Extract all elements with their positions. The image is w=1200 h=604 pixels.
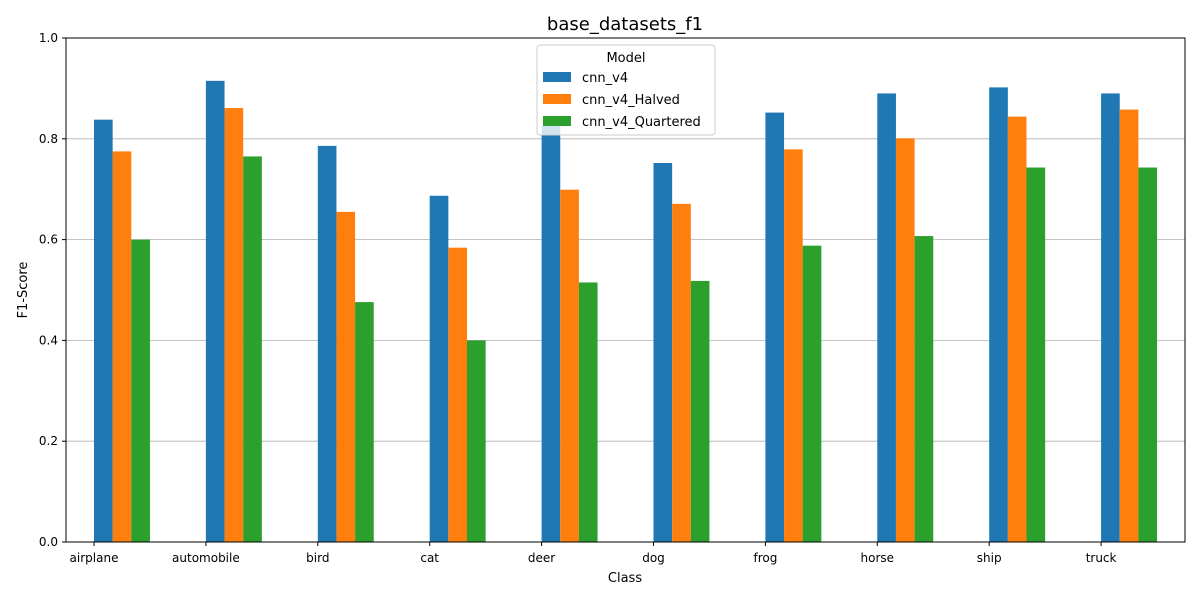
bar-cnn_v4_Quartered-deer bbox=[578, 282, 598, 542]
bars bbox=[94, 80, 1158, 543]
x-tick-label: automobile bbox=[172, 551, 240, 565]
bar-cnn_v4_Quartered-bird bbox=[355, 302, 374, 542]
y-axis-label: F1-Score bbox=[16, 262, 31, 319]
legend-swatch-1 bbox=[543, 94, 571, 104]
x-tick-label: bird bbox=[306, 551, 329, 565]
x-tick-label: frog bbox=[753, 551, 777, 565]
legend-box bbox=[536, 44, 716, 136]
bar-cnn_v4_Halved-dog bbox=[672, 203, 691, 543]
y-tick-label: 0.2 bbox=[39, 434, 58, 448]
x-tick-label: truck bbox=[1086, 551, 1117, 565]
bar-cnn_v4_Halved-horse bbox=[895, 138, 915, 542]
legend-swatch-2 bbox=[543, 116, 571, 126]
bar-cnn_v4_Quartered-automobile bbox=[243, 156, 262, 542]
x-axis-label: Class bbox=[608, 571, 642, 586]
bar-cnn_v4_Halved-bird bbox=[336, 211, 356, 542]
bar-cnn_v4_Quartered-dog bbox=[690, 280, 710, 542]
x-tick-label: cat bbox=[420, 551, 439, 565]
bar-cnn_v4_Halved-cat bbox=[448, 247, 467, 542]
y-tick-label: 0.0 bbox=[39, 535, 58, 549]
bar-cnn_v4_Halved-ship bbox=[1007, 116, 1027, 543]
bar-cnn_v4_Halved-frog bbox=[784, 149, 803, 542]
y-tick-label: 0.8 bbox=[39, 132, 58, 146]
bar-cnn_v4-horse bbox=[877, 93, 896, 542]
bar-cnn_v4_Quartered-frog bbox=[802, 245, 822, 542]
bar-cnn_v4_Halved-truck bbox=[1119, 109, 1139, 543]
legend-label: cnn_v4 bbox=[582, 71, 628, 86]
y-tick-label: 0.6 bbox=[39, 233, 58, 247]
bar-cnn_v4_Quartered-truck bbox=[1138, 167, 1158, 542]
legend: Model cnn_v4 cnn_v4_Halved cnn_v4_Quartere… bbox=[536, 44, 716, 136]
bar-cnn_v4-automobile bbox=[205, 80, 225, 542]
bar-cnn_v4-ship bbox=[989, 87, 1008, 542]
x-tick-label: deer bbox=[528, 551, 555, 565]
bar-cnn_v4-cat bbox=[429, 195, 449, 542]
chart-title: base_datasets_f1 bbox=[547, 14, 703, 35]
x-tick-label: airplane bbox=[70, 551, 119, 565]
bar-cnn_v4-airplane bbox=[94, 119, 113, 542]
bar-cnn_v4_Halved-airplane bbox=[112, 151, 132, 542]
legend-title: Model bbox=[606, 51, 645, 66]
legend-label: cnn_v4_Quartered bbox=[582, 115, 701, 130]
bar-cnn_v4-frog bbox=[765, 112, 785, 542]
x-tick-label: ship bbox=[977, 551, 1002, 565]
y-tick-label: 1.0 bbox=[39, 31, 58, 45]
bar-cnn_v4_Halved-deer bbox=[560, 189, 579, 543]
bar-cnn_v4-dog bbox=[653, 162, 673, 542]
y-tick-label: 0.4 bbox=[39, 333, 58, 347]
bar-cnn_v4-bird bbox=[317, 145, 337, 542]
bar-cnn_v4_Halved-automobile bbox=[224, 108, 244, 542]
bar-cnn_v4_Quartered-cat bbox=[467, 340, 486, 542]
y-axis: 0.0 0.2 0.4 0.6 0.8 1.0 bbox=[39, 31, 66, 549]
x-tick-label: horse bbox=[861, 551, 895, 565]
x-axis: airplane automobile bird cat deer dog frog hors… bbox=[70, 542, 1117, 565]
x-tick-label: dog bbox=[642, 551, 665, 565]
bar-cnn_v4_Quartered-ship bbox=[1026, 167, 1046, 542]
legend-swatch-0 bbox=[543, 72, 571, 82]
bar-cnn_v4-deer bbox=[541, 125, 561, 543]
bar-cnn_v4_Quartered-airplane bbox=[131, 239, 150, 542]
bar-cnn_v4-truck bbox=[1101, 93, 1120, 542]
bar-cnn_v4_Quartered-horse bbox=[914, 236, 934, 542]
plot-frame bbox=[65, 37, 1186, 543]
legend-label: cnn_v4_Halved bbox=[582, 93, 680, 108]
